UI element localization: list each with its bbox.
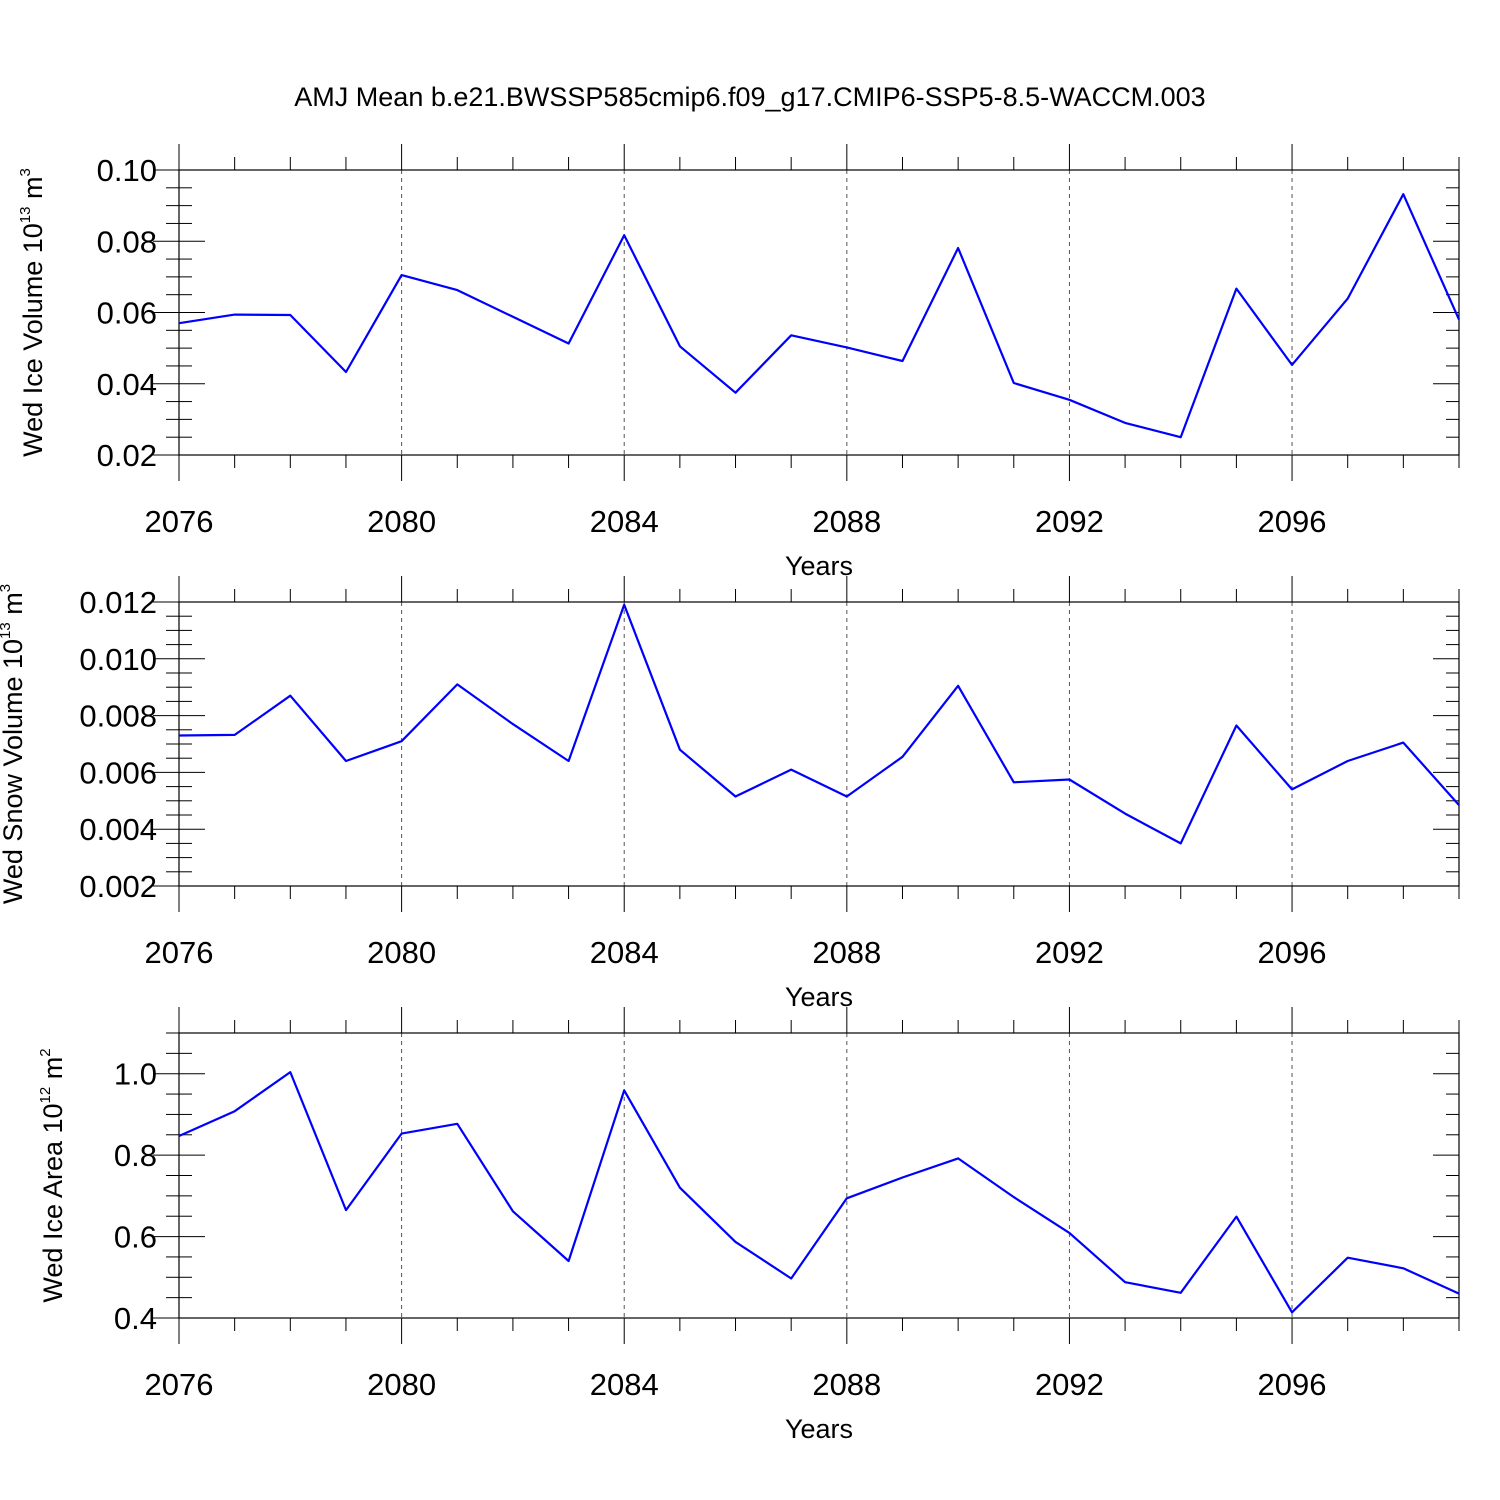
x-axis-title: Years: [785, 982, 853, 1012]
x-tick-label: 2080: [367, 1367, 436, 1402]
x-tick-label: 2076: [145, 1367, 214, 1402]
y-tick-label: 0.004: [79, 812, 157, 847]
plot-frame: [178, 601, 1460, 887]
x-tick-label: 2092: [1035, 504, 1104, 539]
y-axis-title: Wed Snow Volume 1013 m3: [0, 584, 28, 904]
x-tick-label: 2088: [812, 935, 881, 970]
x-axis-title: Years: [785, 551, 853, 581]
x-tick-label: 2080: [367, 504, 436, 539]
x-tick-label: 2084: [590, 935, 659, 970]
x-tick-label: 2092: [1035, 935, 1104, 970]
series-line: [178, 193, 1461, 439]
series-line: [178, 603, 1460, 845]
x-tick-label: 2096: [1258, 1367, 1327, 1402]
y-tick-label: 0.8: [114, 1138, 157, 1173]
x-tick-label: 2080: [367, 935, 436, 970]
panel-ice-area: 2076 2080 2084 2088 2092 2096 Years 0.4 0.6 0.8 1.…: [37, 1007, 1460, 1444]
x-axis-title: Years: [785, 1414, 853, 1444]
plot-frame: [178, 169, 1460, 456]
x-tick-label: 2084: [590, 504, 659, 539]
y-tick-label: 0.06: [97, 296, 157, 331]
x-tick-label: 2096: [1258, 504, 1327, 539]
y-tick-label: 0.002: [79, 869, 157, 904]
y-tick-label: 0.012: [79, 585, 157, 620]
y-tick-label: 0.008: [79, 699, 157, 734]
y-tick-label: 0.006: [79, 755, 157, 790]
x-tick-label: 2088: [812, 504, 881, 539]
x-tick-label: 2076: [145, 935, 214, 970]
figure-title: AMJ Mean b.e21.BWSSP585cmip6.f09_g17.CMI…: [294, 82, 1205, 112]
x-tick-label: 2092: [1035, 1367, 1104, 1402]
y-tick-label: 0.02: [97, 438, 157, 473]
y-tick-label: 1.0: [114, 1057, 157, 1092]
y-tick-label: 0.08: [97, 224, 157, 259]
y-tick-label: 0.010: [79, 642, 157, 677]
series-line: [178, 1070, 1460, 1314]
x-tick-label: 2096: [1258, 935, 1327, 970]
x-tick-label: 2076: [145, 504, 214, 539]
x-tick-label: 2088: [812, 1367, 881, 1402]
y-axis-title: Wed Ice Volume 1013 m3: [17, 168, 48, 457]
y-tick-label: 0.04: [97, 367, 157, 402]
panel-snow-volume: 2076 2080 2084 2088 2092 2096 Years 0.002 0.004 0…: [0, 576, 1460, 1012]
y-tick-label: 0.10: [97, 153, 157, 188]
panel-ice-volume: 2076 2080 2084 2088 2092 2096 Years 0.02 0.04 0.0…: [17, 144, 1461, 581]
y-tick-label: 0.6: [114, 1220, 157, 1255]
y-axis-title: Wed Ice Area 1012 m2: [37, 1048, 68, 1302]
y-tick-label: 0.4: [114, 1301, 157, 1336]
x-tick-label: 2084: [590, 1367, 659, 1402]
